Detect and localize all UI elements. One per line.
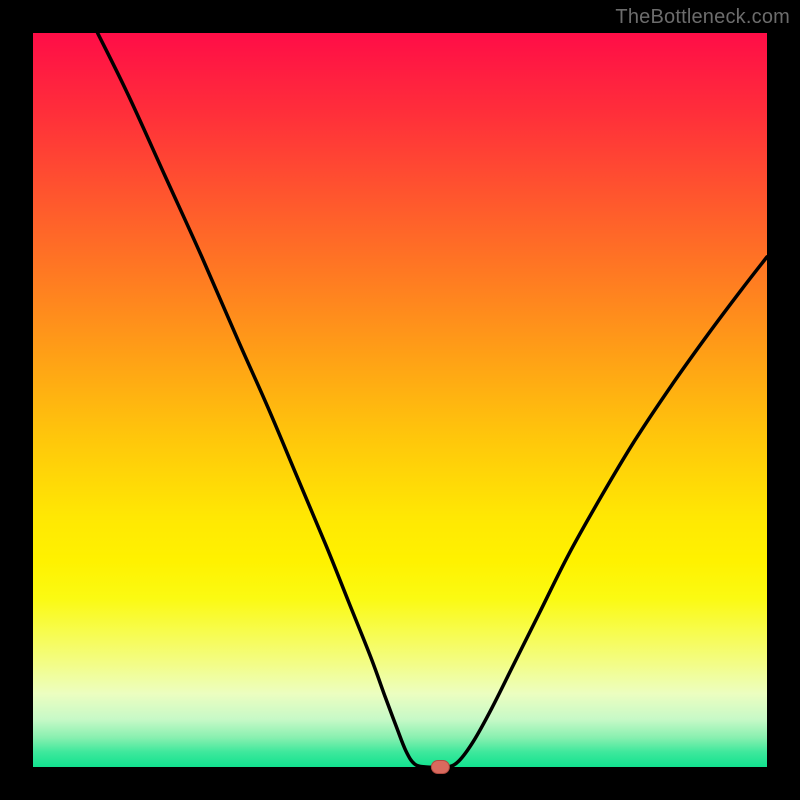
optimum-marker: [431, 761, 449, 774]
watermark-text: TheBottleneck.com: [615, 6, 790, 29]
chart-container: TheBottleneck.com: [0, 0, 800, 800]
bottleneck-curve-chart: [0, 0, 800, 800]
